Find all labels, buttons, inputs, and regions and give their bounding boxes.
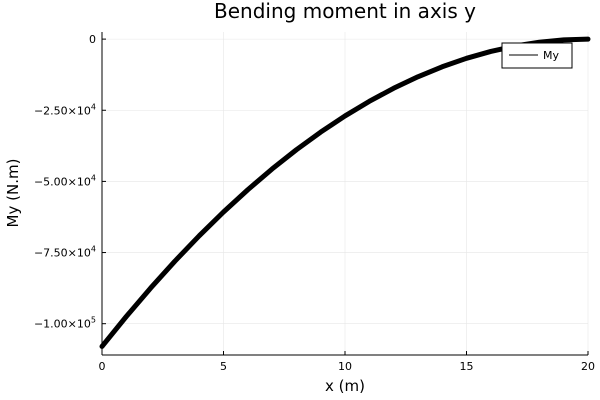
- y-tick-mantissa: −7.50×10: [34, 247, 91, 260]
- y-tick-exponent: 5: [91, 316, 96, 325]
- y-tick-mantissa: −1.00×10: [34, 318, 91, 331]
- x-tick-label: 15: [460, 360, 474, 373]
- y-tick-label: −1.00×105: [34, 316, 96, 331]
- legend: My: [501, 42, 573, 69]
- y-axis-title: My (N.m): [4, 159, 22, 228]
- x-axis-title: x (m): [325, 377, 365, 395]
- y-tick-exponent: 4: [91, 245, 96, 254]
- y-tick-label: −2.50×104: [34, 102, 96, 117]
- legend-label-my: My: [543, 49, 559, 62]
- y-tick-mantissa: 0: [89, 33, 96, 46]
- grid: [101, 32, 589, 355]
- x-tick-label: 10: [338, 360, 352, 373]
- x-tick-label: 20: [581, 360, 595, 373]
- y-ticks: 0−2.50×104−5.00×104−7.50×104−1.00×105: [34, 33, 106, 331]
- x-tick-label: 0: [99, 360, 106, 373]
- y-tick-label: −5.00×104: [34, 173, 96, 188]
- y-tick-label: 0: [89, 33, 96, 46]
- x-ticks: 0 5 10 15 20: [99, 351, 595, 373]
- x-tick-label: 5: [220, 360, 227, 373]
- y-tick-mantissa: −5.00×10: [34, 175, 91, 188]
- chart-title: Bending moment in axis y: [214, 0, 476, 23]
- y-tick-label: −7.50×104: [34, 245, 96, 260]
- y-tick-mantissa: −2.50×10: [34, 104, 91, 117]
- y-tick-exponent: 4: [91, 173, 96, 182]
- y-tick-exponent: 4: [91, 102, 96, 111]
